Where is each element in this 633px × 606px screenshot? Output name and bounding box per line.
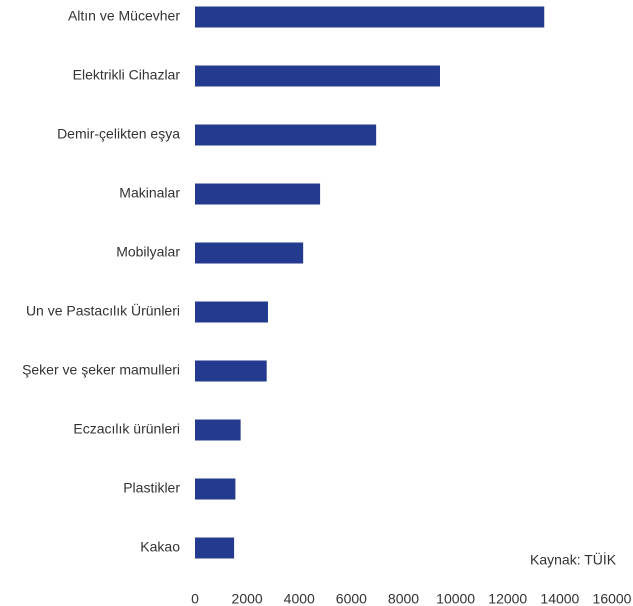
x-tick-label: 6000 xyxy=(336,591,367,606)
x-tick-label: 0 xyxy=(191,591,199,606)
y-tick-label: Plastikler xyxy=(123,480,180,496)
x-tick-label: 4000 xyxy=(284,591,315,606)
bar xyxy=(195,478,236,500)
bar xyxy=(195,183,321,205)
y-tick-label: Şeker ve şeker mamulleri xyxy=(22,362,180,378)
bar xyxy=(195,360,267,382)
x-tick-label: 10000 xyxy=(436,591,475,606)
y-tick-label: Makinalar xyxy=(119,185,180,201)
y-tick-label: Eczacılık ürünleri xyxy=(73,421,180,437)
bar xyxy=(195,419,241,441)
y-tick-label: Kakao xyxy=(140,539,180,555)
y-tick-label: Mobilyalar xyxy=(116,244,180,260)
bar xyxy=(195,124,377,146)
x-tick-label: 2000 xyxy=(232,591,263,606)
bar xyxy=(195,6,545,28)
y-tick-label: Un ve Pastacılık Ürünleri xyxy=(26,302,180,319)
bar xyxy=(195,301,268,323)
bar xyxy=(195,65,440,87)
x-tick-label: 16000 xyxy=(593,591,632,606)
x-tick-label: 8000 xyxy=(388,591,419,606)
y-tick-label: Elektrikli Cihazlar xyxy=(73,67,181,83)
bar xyxy=(195,242,304,264)
bar xyxy=(195,537,235,559)
y-tick-label: Altın ve Mücevher xyxy=(68,8,180,24)
x-tick-label: 12000 xyxy=(488,591,527,606)
x-tick-label: 14000 xyxy=(540,591,579,606)
y-tick-label: Demir-çelikten eşya xyxy=(57,126,180,142)
source-note: Kaynak: TÜİK xyxy=(530,551,617,568)
